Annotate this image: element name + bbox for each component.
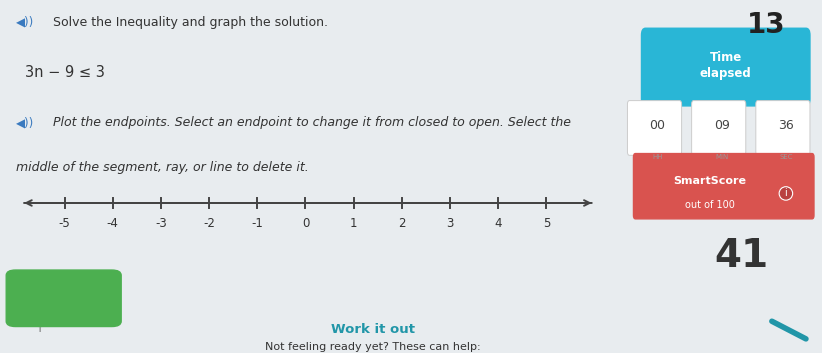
Text: 5: 5	[543, 217, 550, 229]
Text: ◀)): ◀))	[16, 16, 34, 29]
Text: 4: 4	[495, 217, 502, 229]
FancyBboxPatch shape	[634, 154, 814, 219]
Text: Submit: Submit	[37, 292, 90, 305]
Text: ◀)): ◀))	[16, 116, 34, 130]
Text: -2: -2	[203, 217, 215, 229]
Text: out of 100: out of 100	[685, 201, 735, 210]
Text: -5: -5	[58, 217, 71, 229]
FancyBboxPatch shape	[7, 270, 121, 327]
FancyBboxPatch shape	[627, 101, 681, 155]
FancyBboxPatch shape	[641, 28, 810, 106]
Text: 1: 1	[350, 217, 358, 229]
Text: middle of the segment, ray, or line to delete it.: middle of the segment, ray, or line to d…	[16, 161, 308, 174]
Text: 00: 00	[649, 119, 666, 132]
Text: -4: -4	[107, 217, 118, 229]
Text: -1: -1	[252, 217, 263, 229]
Text: Not feeling ready yet? These can help:: Not feeling ready yet? These can help:	[265, 342, 481, 352]
FancyBboxPatch shape	[755, 101, 810, 155]
Text: 3n − 9 ≤ 3: 3n − 9 ≤ 3	[25, 65, 104, 80]
Text: Time
elapsed: Time elapsed	[700, 51, 751, 80]
Text: Plot the endpoints. Select an endpoint to change it from closed to open. Select : Plot the endpoints. Select an endpoint t…	[53, 116, 570, 130]
Text: 0: 0	[302, 217, 309, 229]
Text: MIN: MIN	[715, 154, 728, 160]
Text: HH: HH	[653, 154, 663, 160]
Text: i: i	[784, 189, 787, 198]
Text: SEC: SEC	[779, 154, 792, 160]
Text: Solve the Inequality and graph the solution.: Solve the Inequality and graph the solut…	[53, 16, 328, 29]
FancyBboxPatch shape	[691, 101, 746, 155]
Text: 13: 13	[746, 11, 785, 38]
Text: Work it out: Work it out	[331, 323, 415, 336]
Text: 41: 41	[714, 237, 769, 275]
Text: 3: 3	[446, 217, 454, 229]
Text: ↑: ↑	[36, 324, 44, 334]
Text: SmartScore: SmartScore	[673, 176, 746, 186]
Text: 2: 2	[398, 217, 405, 229]
Text: -3: -3	[155, 217, 167, 229]
Text: 09: 09	[713, 119, 730, 132]
Text: 36: 36	[778, 119, 794, 132]
